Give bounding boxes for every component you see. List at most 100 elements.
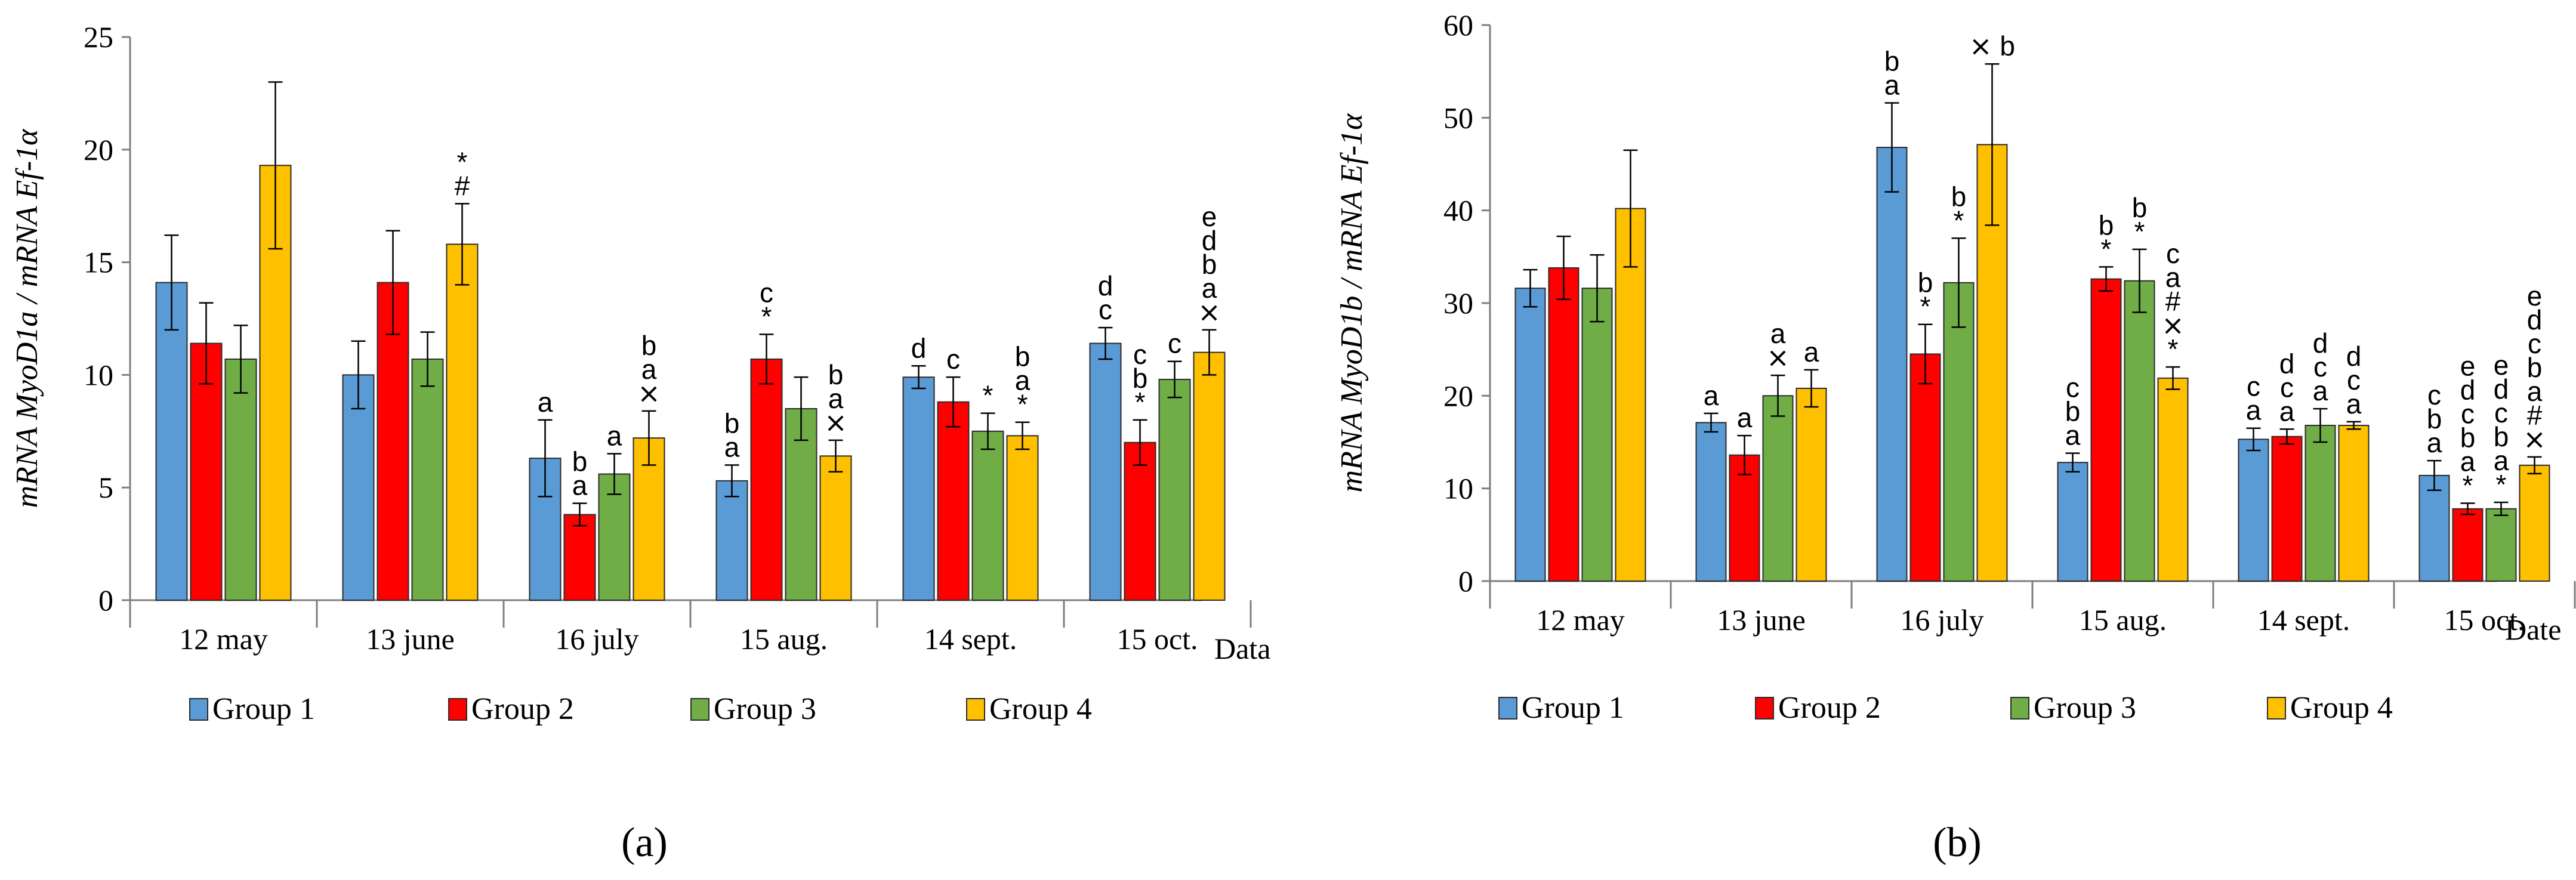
x-tick-label: 13 june xyxy=(1717,603,1806,637)
bar-group-1 xyxy=(1695,422,1727,582)
significance-annotation: d xyxy=(911,332,927,363)
legend-label: Group 2 xyxy=(471,692,574,726)
bar-group-2 xyxy=(1909,353,1941,582)
significance-annotation: b * xyxy=(2132,192,2148,247)
bar-group-2 xyxy=(1548,267,1579,582)
bar-group-3 xyxy=(224,358,257,601)
bar-group-4 xyxy=(2519,464,2550,582)
x-tick-label: 15 aug. xyxy=(2079,603,2167,637)
bar-group-4 xyxy=(446,243,479,601)
significance-annotation: a xyxy=(1804,336,1819,368)
significance-annotation: a xyxy=(538,387,553,418)
x-tick-label: 15 oct. xyxy=(1116,622,1198,656)
bar-group-4 xyxy=(819,455,852,601)
legend-swatch xyxy=(1755,697,1774,720)
bar-group-1 xyxy=(1514,288,1546,582)
legend-swatch xyxy=(189,698,208,721)
panel-caption: (b) xyxy=(1933,820,1982,866)
significance-annotation: c xyxy=(946,344,960,375)
y-axis-label: mRNA MyoD1a / mRNA Ef-1α xyxy=(10,128,44,508)
bar-group-1 xyxy=(2238,439,2269,582)
y-tick-label: 25 xyxy=(84,20,113,54)
x-tick-label: 14 sept. xyxy=(2257,603,2350,637)
legend-label: Group 3 xyxy=(2034,691,2136,725)
significance-annotation: a xyxy=(1704,380,1719,411)
y-tick-label: 15 xyxy=(84,246,113,279)
y-tick-label: 50 xyxy=(1443,101,1473,134)
bar-group-2 xyxy=(377,282,409,601)
x-tick-label: 15 oct. xyxy=(2444,603,2525,637)
significance-annotation: c a # ⨯ * xyxy=(2161,238,2185,365)
y-tick-label: 60 xyxy=(1443,8,1473,42)
bar-group-4 xyxy=(2157,377,2189,582)
bar-group-1 xyxy=(715,480,748,601)
legend-swatch xyxy=(2010,697,2029,720)
chart-panel-b: 0 10 20 30 40 50 60 12 may 13 june 16 july 15 aug.… xyxy=(1335,8,2576,866)
legend-label: Group 1 xyxy=(212,692,315,726)
significance-annotation: b a ⨯ xyxy=(637,330,661,409)
bar-group-4 xyxy=(1615,208,1646,582)
bar-group-3 xyxy=(2485,508,2517,582)
legend-swatch xyxy=(1498,697,1517,720)
significance-annotation: b * xyxy=(1951,181,1967,236)
y-tick-label: 20 xyxy=(84,133,113,166)
bar-group-4 xyxy=(1193,351,1226,601)
significance-annotation: b * xyxy=(1918,267,1933,322)
bar-group-2 xyxy=(2271,436,2303,582)
legend-swatch xyxy=(690,698,709,721)
significance-annotation: * xyxy=(983,380,994,411)
bar-group-4 xyxy=(2338,425,2370,582)
significance-annotation: a xyxy=(607,421,622,452)
significance-annotation: a ⨯ xyxy=(1766,318,1790,373)
significance-annotation: e d c b a * xyxy=(2460,351,2476,501)
bar-group-2 xyxy=(2090,278,2122,582)
bar-group-3 xyxy=(2124,280,2155,582)
legend-swatch xyxy=(448,698,467,721)
y-tick-label: 0 xyxy=(1458,564,1473,598)
legend-label: Group 4 xyxy=(2290,691,2393,725)
legend-label: Group 1 xyxy=(1522,691,1624,725)
bar-group-4 xyxy=(1796,387,1827,582)
y-axis-label: mRNA MyoD1b / mRNA Ef-1α xyxy=(1335,113,1369,493)
significance-annotation: ⨯ b xyxy=(1969,30,2015,61)
y-tick-label: 30 xyxy=(1443,286,1473,320)
bar-group-3 xyxy=(971,430,1004,601)
legend-label: Group 3 xyxy=(714,692,816,726)
bar-group-2 xyxy=(937,401,970,601)
bar-group-3 xyxy=(598,473,631,601)
y-tick-label: 40 xyxy=(1443,194,1473,227)
y-tick-label: 10 xyxy=(1443,472,1473,505)
x-tick-label: 16 july xyxy=(1900,603,1983,637)
bar-group-3 xyxy=(411,358,444,601)
legend-label: Group 4 xyxy=(989,692,1092,726)
bar-group-1 xyxy=(2057,462,2088,582)
bar-group-2 xyxy=(190,342,223,601)
bar-group-3 xyxy=(1158,378,1191,601)
x-axis-label: Data xyxy=(1214,632,1270,665)
x-tick-label: 12 may xyxy=(179,622,268,656)
significance-annotation: b a ⨯ xyxy=(824,359,847,438)
significance-annotation: * # xyxy=(455,146,470,201)
bar-group-1 xyxy=(1089,342,1122,601)
bar-group-1 xyxy=(2418,474,2450,582)
y-tick-label: 5 xyxy=(98,471,113,504)
x-tick-label: 14 sept. xyxy=(924,622,1017,656)
bar-group-1 xyxy=(1876,147,1908,582)
bar-group-2 xyxy=(2452,508,2484,582)
bar-group-2 xyxy=(563,514,596,601)
x-tick-label: 12 may xyxy=(1536,603,1625,637)
significance-annotation: c b * xyxy=(1133,339,1148,418)
x-tick-label: 16 july xyxy=(555,622,638,656)
significance-annotation: e d c b a * xyxy=(2494,350,2509,500)
legend-swatch xyxy=(2267,697,2286,720)
y-tick-label: 20 xyxy=(1443,379,1473,412)
